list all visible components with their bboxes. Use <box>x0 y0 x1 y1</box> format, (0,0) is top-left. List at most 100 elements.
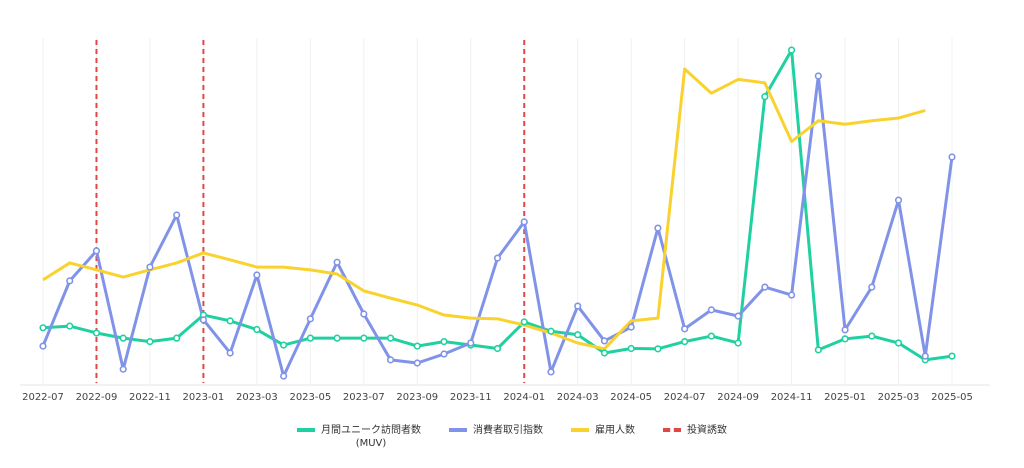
legend-item: 投資誘致 <box>663 424 727 450</box>
legend-item: 月間ユニーク訪問者数 (MUV) <box>297 424 421 450</box>
legend-swatch <box>571 428 589 432</box>
x-tick-label: 2024-09 <box>717 392 759 403</box>
point <box>520 318 528 326</box>
point <box>787 46 796 54</box>
point <box>734 312 742 320</box>
legend-item: 消費者取引指数 <box>449 424 543 450</box>
point <box>574 302 582 310</box>
point <box>199 316 208 324</box>
point <box>119 334 127 342</box>
legend-label: 雇用人数 <box>595 425 635 436</box>
point <box>814 346 822 354</box>
x-tick-label: 2024-01 <box>503 392 545 403</box>
point <box>92 247 101 255</box>
point <box>173 211 181 219</box>
point <box>868 332 876 340</box>
point <box>814 72 822 80</box>
point <box>574 331 582 339</box>
x-tick-label: 2023-05 <box>289 392 331 403</box>
point <box>386 334 395 342</box>
point <box>360 310 368 318</box>
x-tick-label: 2023-01 <box>183 392 225 403</box>
point <box>306 334 314 342</box>
point <box>894 339 903 347</box>
x-tick-label: 2023-03 <box>236 392 278 403</box>
point <box>92 329 101 337</box>
point <box>921 352 929 360</box>
point <box>146 263 154 271</box>
point <box>146 338 154 346</box>
x-tick-label: 2023-09 <box>396 392 438 403</box>
point <box>520 218 528 226</box>
x-tick-label: 2023-11 <box>450 392 492 403</box>
legend-swatch <box>663 428 681 432</box>
x-tick-label: 2023-07 <box>343 392 385 403</box>
point <box>413 359 421 367</box>
x-tick-label: 2024-11 <box>771 392 813 403</box>
legend-swatch <box>297 428 315 432</box>
point <box>654 224 662 232</box>
point <box>360 334 368 342</box>
legend-swatch <box>449 428 467 432</box>
point <box>253 325 261 334</box>
point <box>654 345 662 353</box>
point <box>681 338 689 346</box>
x-tick-label: 2024-05 <box>610 392 652 403</box>
point <box>681 325 689 333</box>
point <box>253 271 261 279</box>
point <box>440 350 448 358</box>
point <box>386 356 395 364</box>
point <box>493 254 502 262</box>
point <box>333 258 341 266</box>
point <box>841 335 849 343</box>
legend-label: 投資誘致 <box>687 425 727 436</box>
point <box>226 349 234 357</box>
point <box>841 326 849 334</box>
point <box>66 277 74 285</box>
point <box>280 372 288 380</box>
chart: 2022-07 2022-09 2022-11 2023-01 2023-03 2023-… <box>20 38 990 403</box>
legend: 月間ユニーク訪問者数 (MUV) 消費者取引指数 雇用人数 投資誘致 <box>0 424 1024 450</box>
x-tick-label: 2025-01 <box>824 392 866 403</box>
point <box>547 327 555 335</box>
point <box>306 315 314 323</box>
x-tick-label: 2024-03 <box>557 392 599 403</box>
x-tick-label: 2022-11 <box>129 392 171 403</box>
series-line <box>42 67 926 351</box>
x-tick-label: 2022-07 <box>22 392 64 403</box>
point <box>226 317 234 325</box>
point <box>280 341 288 349</box>
point <box>707 332 715 340</box>
x-tick-label: 2025-03 <box>878 392 920 403</box>
point <box>868 283 876 291</box>
point <box>600 349 609 357</box>
point <box>948 352 956 360</box>
point <box>707 306 715 314</box>
point <box>894 196 903 204</box>
legend-label: 月間ユニーク訪問者数 (MUV) <box>321 425 421 449</box>
point <box>493 344 502 353</box>
point <box>66 322 74 330</box>
point <box>39 324 47 332</box>
point <box>39 342 47 350</box>
point <box>413 342 421 350</box>
x-tick-label: 2024-07 <box>664 392 706 403</box>
point <box>467 339 475 347</box>
point <box>627 323 635 331</box>
point <box>734 339 742 347</box>
point <box>547 368 555 376</box>
point <box>948 153 956 161</box>
legend-item: 雇用人数 <box>571 424 635 450</box>
x-tick-label: 2025-05 <box>931 392 973 403</box>
point <box>761 93 769 101</box>
point <box>440 338 448 346</box>
point <box>333 334 341 342</box>
legend-label: 消費者取引指数 <box>473 425 543 436</box>
point <box>173 334 181 342</box>
point <box>627 344 635 353</box>
point <box>119 365 127 373</box>
x-tick-label: 2022-09 <box>76 392 118 403</box>
point <box>787 291 796 299</box>
point <box>600 337 609 345</box>
